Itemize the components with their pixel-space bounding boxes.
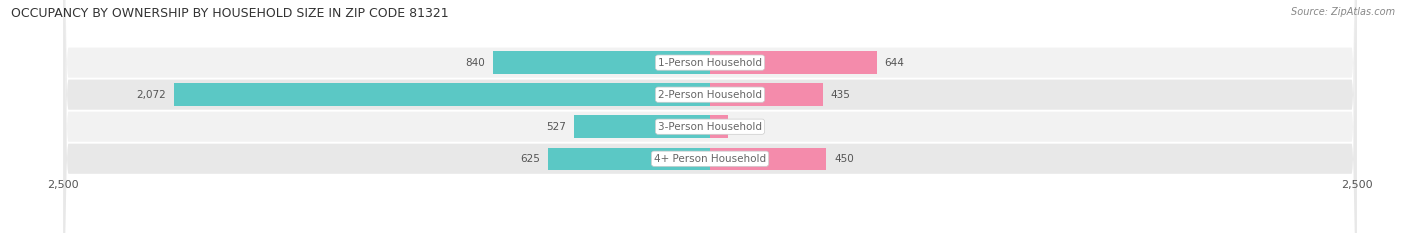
FancyBboxPatch shape: [63, 0, 1357, 233]
FancyBboxPatch shape: [63, 0, 1357, 233]
Text: 2-Person Household: 2-Person Household: [658, 90, 762, 100]
Text: 4+ Person Household: 4+ Person Household: [654, 154, 766, 164]
Text: 840: 840: [465, 58, 485, 68]
Bar: [574, 116, 710, 138]
Text: 1-Person Household: 1-Person Household: [658, 58, 762, 68]
Text: 527: 527: [546, 122, 567, 132]
Text: 69: 69: [735, 122, 749, 132]
Bar: [710, 147, 827, 170]
Text: 2,072: 2,072: [136, 90, 166, 100]
Bar: [710, 116, 728, 138]
Bar: [710, 83, 823, 106]
Text: 3-Person Household: 3-Person Household: [658, 122, 762, 132]
FancyBboxPatch shape: [63, 0, 1357, 233]
FancyBboxPatch shape: [63, 0, 1357, 233]
Text: 625: 625: [520, 154, 540, 164]
Text: Source: ZipAtlas.com: Source: ZipAtlas.com: [1291, 7, 1395, 17]
Bar: [174, 83, 710, 106]
Text: 435: 435: [831, 90, 851, 100]
Text: 644: 644: [884, 58, 904, 68]
Text: OCCUPANCY BY OWNERSHIP BY HOUSEHOLD SIZE IN ZIP CODE 81321: OCCUPANCY BY OWNERSHIP BY HOUSEHOLD SIZE…: [11, 7, 449, 20]
Bar: [710, 51, 876, 74]
Bar: [548, 147, 710, 170]
Text: 450: 450: [834, 154, 853, 164]
Bar: [492, 51, 710, 74]
